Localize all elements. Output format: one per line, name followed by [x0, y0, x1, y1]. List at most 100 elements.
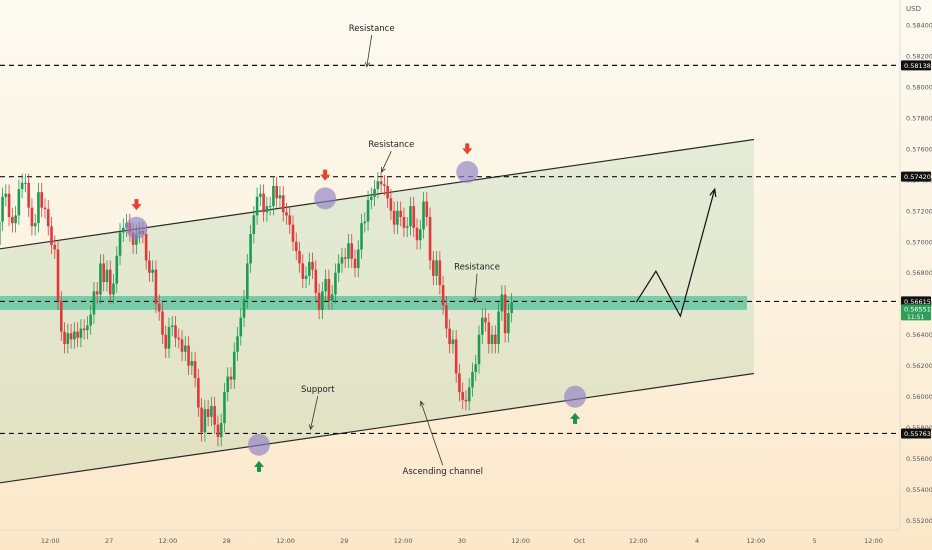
candle-body: [69, 333, 73, 340]
candle-body: [50, 226, 53, 245]
candle: [50, 216, 53, 255]
annotation-arrowhead-icon: [419, 400, 425, 407]
candle-body: [184, 345, 187, 352]
candle-body: [317, 292, 321, 310]
candle-body: [366, 199, 370, 222]
current-price-tag: [901, 304, 931, 321]
candle: [272, 176, 275, 216]
candle: [330, 285, 334, 310]
candle-body: [1, 196, 4, 222]
price-tick-label: 0.56200: [906, 362, 932, 370]
candle-body: [425, 201, 429, 217]
annotation-label: Ascending channel: [403, 467, 483, 477]
candle-body: [272, 185, 275, 207]
candle-body: [402, 216, 406, 228]
candle: [43, 198, 47, 219]
candle-body: [30, 207, 34, 227]
candle-body: [43, 207, 47, 210]
candle-body: [193, 361, 197, 379]
candle-body: [373, 189, 376, 197]
candle: [288, 206, 292, 235]
candle-body: [197, 378, 200, 408]
candle: [40, 182, 44, 217]
candle: [415, 218, 419, 250]
candle: [66, 323, 70, 354]
candle: [500, 285, 504, 321]
candle: [76, 322, 79, 348]
candle-body: [370, 196, 373, 200]
candle-body: [412, 206, 416, 228]
candle: [33, 213, 37, 236]
candle-body: [63, 331, 66, 345]
candle-body: [73, 331, 76, 340]
down-arrow-icon: [131, 199, 142, 211]
candle: [95, 282, 99, 304]
candle: [242, 289, 246, 327]
candle-body: [24, 182, 27, 184]
price-tick-label: 0.57200: [906, 207, 932, 215]
candle: [370, 187, 373, 210]
price-tick-label: 0.57000: [906, 238, 932, 246]
candle-body: [157, 303, 161, 312]
candle-body: [121, 227, 125, 233]
candle: [232, 342, 236, 389]
candle-body: [102, 263, 106, 283]
candle: [53, 235, 57, 259]
candle: [4, 184, 8, 207]
candle-body: [396, 210, 399, 225]
candle-body: [415, 227, 419, 241]
candle-body: [327, 278, 331, 301]
candle-body: [464, 399, 468, 402]
candle: [311, 252, 314, 279]
candle: [177, 328, 181, 349]
sr-zone: [0, 295, 747, 310]
candle: [115, 246, 119, 293]
candle: [471, 362, 474, 397]
candle-body: [219, 423, 223, 438]
candle: [425, 192, 429, 227]
candle: [265, 196, 269, 222]
candle-body: [304, 275, 308, 279]
annotation-arrowhead-icon: [364, 61, 370, 68]
candle-body: [4, 193, 8, 197]
time-tick-label: 12:00: [511, 537, 530, 545]
candle-body: [66, 333, 70, 345]
price-tick-label: 0.56000: [906, 393, 932, 401]
candle-body: [340, 257, 344, 264]
candle: [477, 325, 481, 374]
candle: [121, 218, 125, 242]
candle-body: [223, 392, 226, 424]
candle: [428, 207, 432, 270]
candle: [405, 216, 409, 238]
candle: [389, 189, 393, 221]
candle: [161, 302, 164, 345]
candle: [340, 247, 344, 273]
candle: [229, 367, 233, 389]
candle-body: [151, 269, 154, 273]
candle-body: [441, 285, 445, 306]
candle-body: [409, 206, 412, 227]
candle-body: [33, 223, 37, 227]
candle: [474, 354, 478, 382]
candle-body: [255, 196, 259, 216]
candle-body: [239, 317, 243, 337]
candle-body: [389, 198, 393, 211]
time-tick-label: Oct: [574, 537, 586, 545]
candle-body: [435, 260, 438, 276]
highlight-circle-1: [314, 187, 337, 210]
candle-body: [330, 294, 334, 301]
candle-body: [174, 325, 177, 338]
candle: [197, 368, 200, 417]
annotation-label: Resistance: [454, 263, 500, 273]
candle-body: [252, 215, 256, 235]
candle: [102, 254, 106, 292]
candle-body: [386, 185, 389, 199]
candle-body: [350, 243, 354, 259]
candle: [343, 247, 347, 269]
candle: [422, 192, 425, 239]
candle-body: [11, 216, 14, 224]
candle: [314, 260, 318, 303]
candle: [402, 207, 406, 238]
candle-body: [56, 249, 60, 301]
